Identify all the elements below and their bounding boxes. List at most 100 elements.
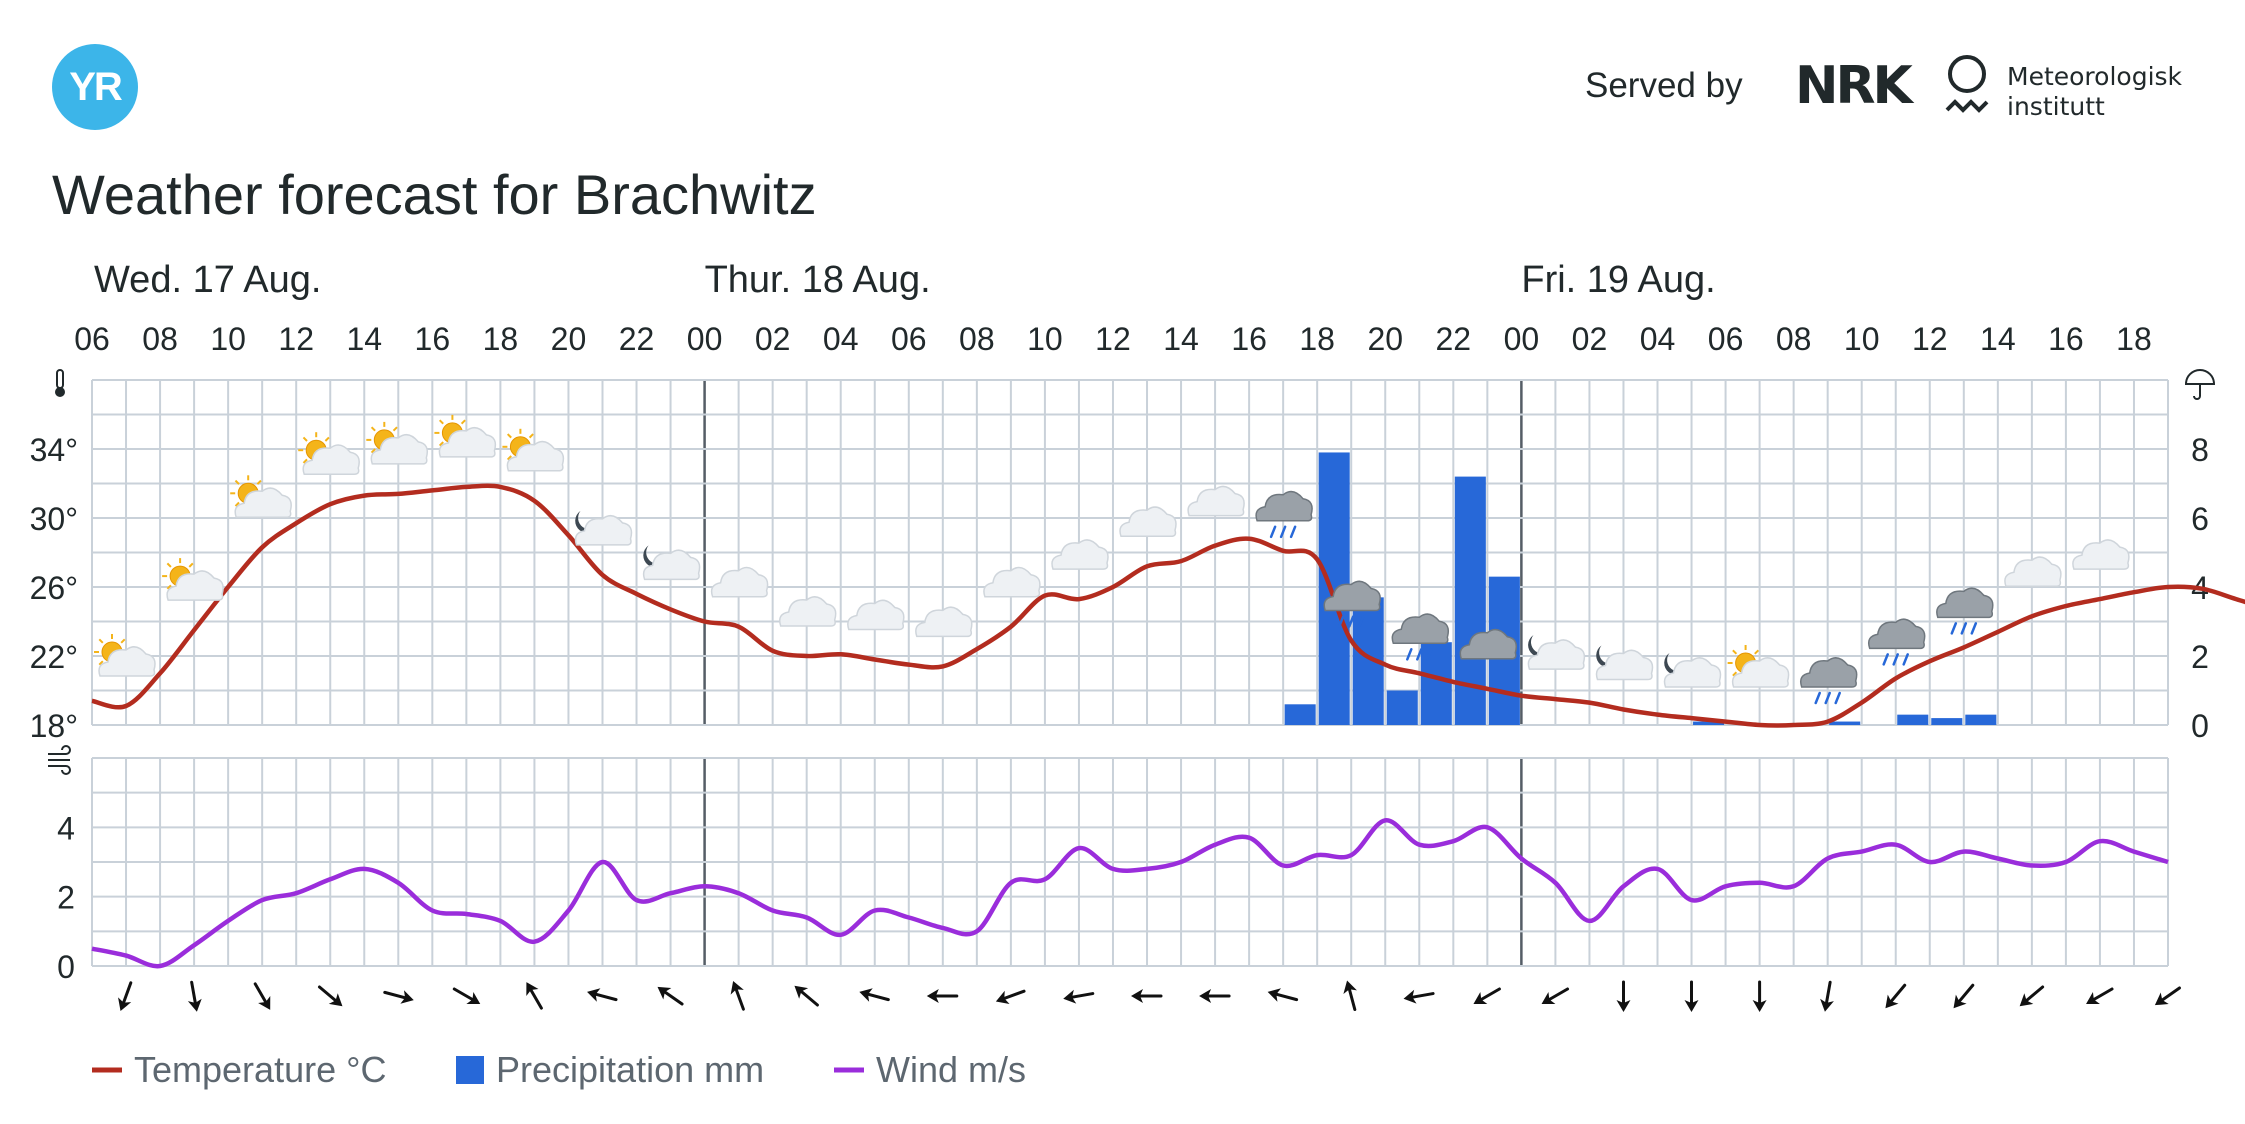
hour-tick-label: 14 <box>1980 321 2016 357</box>
wind-direction-arrow <box>926 989 959 1003</box>
moon-shape <box>1664 653 1688 675</box>
hour-tick-label: 22 <box>619 321 655 357</box>
arrow-head <box>995 990 1010 1004</box>
arrow-head <box>1199 989 1212 1003</box>
cloud-shape <box>166 570 224 601</box>
moon-shape <box>1528 635 1552 658</box>
cloud-shape <box>1595 649 1654 681</box>
temperature-tick-label: 22° <box>30 639 78 675</box>
nrk-logo[interactable]: NRK <box>1795 56 1913 116</box>
met-institute-name[interactable]: Meteorologisk institutt <box>2007 62 2182 122</box>
wind-direction-arrow <box>1885 983 1907 1009</box>
partly-cloudy-night-icon <box>574 510 633 546</box>
precipitation-bar <box>1693 721 1725 725</box>
cloud-shape <box>370 433 429 465</box>
cloud-shape <box>1051 539 1109 570</box>
hour-tick-label: 08 <box>1776 321 1812 357</box>
raindrop <box>1269 525 1277 539</box>
hour-tick-label: 18 <box>1299 321 1335 357</box>
cloud-shape <box>1527 639 1586 670</box>
hour-labels: 06 08 10 12 14 16 18 20 22 00 02 04 06 08 10 12 14 16 18 20… <box>74 321 2152 357</box>
cloud-icon <box>778 596 837 627</box>
rain-cloud-icon <box>1391 613 1450 661</box>
wind-direction-arrow <box>1616 980 1631 1012</box>
temperature-tick-label: 34° <box>30 432 78 468</box>
cloud-shape <box>710 566 769 598</box>
cloud-shape <box>983 566 1041 598</box>
sun-ray <box>98 660 104 666</box>
arrow-head <box>1953 994 1967 1009</box>
legend-temperature-label: Temperature °C <box>134 1049 387 1090</box>
precipitation-tick-label: 2 <box>2191 639 2209 675</box>
hour-tick-label: 08 <box>959 321 995 357</box>
cloud-shape <box>1731 657 1790 688</box>
wind-direction-arrow <box>1343 980 1357 1012</box>
precipitation-bar <box>1386 690 1418 725</box>
cloud-shape <box>574 514 633 546</box>
wind-direction-arrow <box>1820 980 1834 1012</box>
sun-ray <box>392 426 398 432</box>
raindrop <box>1834 691 1841 705</box>
hour-tick-label: 18 <box>483 321 519 357</box>
cloud-icon <box>983 566 1041 598</box>
arrow-head <box>1684 1000 1699 1012</box>
precipitation-bar <box>1965 714 1997 725</box>
partly-sunny-icon <box>298 432 360 475</box>
precipitation-bar <box>1829 721 1861 725</box>
legend-precipitation-swatch <box>456 1056 484 1084</box>
raindrop <box>1426 648 1433 661</box>
raindrop <box>1950 622 1958 635</box>
sun-ray <box>234 501 240 507</box>
wind-direction-arrow <box>2019 985 2045 1007</box>
met-name-line1: Meteorologisk <box>2007 62 2183 91</box>
partly-cloudy-night-icon <box>1595 645 1654 681</box>
wind-tick-label: 0 <box>57 949 75 985</box>
cloud-shape <box>1799 657 1858 688</box>
wind-direction-arrow <box>1752 980 1767 1012</box>
hour-tick-label: 18 <box>2116 321 2152 357</box>
raindrop <box>1289 525 1297 539</box>
hour-tick-label: 12 <box>278 321 314 357</box>
hour-tick-label: 16 <box>415 321 451 357</box>
hour-tick-label: 14 <box>346 321 382 357</box>
page-title: Weather forecast for Brachwitz <box>52 163 817 226</box>
arrow-head <box>187 998 202 1012</box>
sun-ray <box>506 455 512 461</box>
day-label: Wed. 17 Aug. <box>94 259 321 301</box>
hour-tick-label: 10 <box>1027 321 1063 357</box>
temperature-series <box>91 483 2245 728</box>
cloud-shape <box>915 606 973 638</box>
wind-direction-arrow <box>1267 988 1299 1002</box>
arrow-head <box>926 989 939 1003</box>
raindrop <box>1824 691 1831 705</box>
yr-logo[interactable]: YR <box>52 44 138 130</box>
raindrop <box>1337 615 1345 628</box>
wind-direction-arrow <box>118 981 133 1012</box>
raindrop <box>1357 615 1365 628</box>
met-name-line2: institutt <box>2007 92 2105 121</box>
cloud-icon <box>2004 556 2062 588</box>
sun-ray <box>188 562 194 568</box>
sun-ray <box>166 584 172 590</box>
grid <box>91 379 2169 967</box>
wind-direction-arrow <box>730 980 745 1011</box>
hour-tick-label: 20 <box>551 321 587 357</box>
sun-ray <box>506 433 512 439</box>
cloud-shape <box>1391 613 1450 645</box>
precipitation-tick-label: 6 <box>2191 501 2209 537</box>
raindrop <box>1960 622 1968 635</box>
arrow-head <box>1343 980 1357 994</box>
cloud-icon <box>710 566 769 598</box>
cloud-icon <box>2072 539 2130 570</box>
hour-tick-label: 12 <box>1912 321 1948 357</box>
arrow-head <box>1063 989 1077 1004</box>
arrow-head <box>118 997 132 1012</box>
raindrop <box>1892 653 1899 666</box>
cloud-shape <box>778 596 837 627</box>
header: YR Served by NRK Meteorologisk institutt… <box>0 0 2245 260</box>
hour-tick-label: 02 <box>755 321 791 357</box>
cloud-shape <box>98 646 156 677</box>
wind-direction-arrow <box>1403 989 1435 1004</box>
